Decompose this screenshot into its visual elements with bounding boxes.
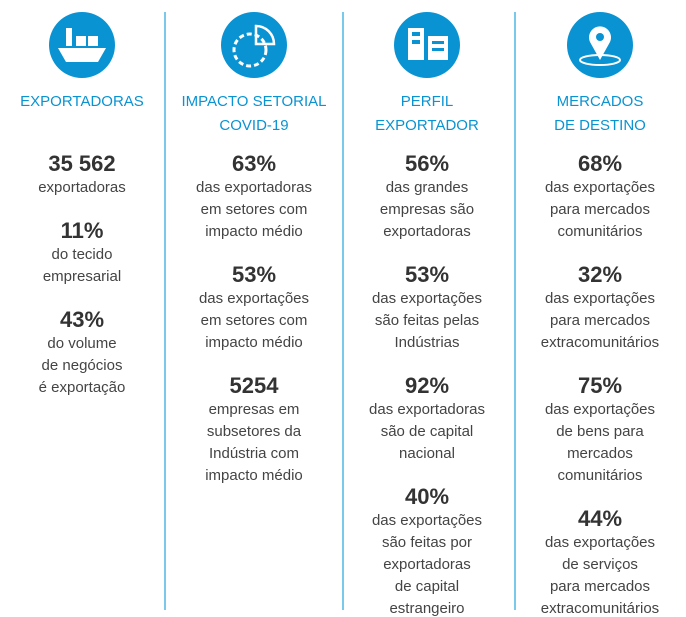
stat-description: para mercados xyxy=(550,201,650,218)
stat-description: das exportações xyxy=(199,290,309,307)
column-title: COVID-19 xyxy=(219,117,288,134)
stat-description: extracomunitários xyxy=(541,600,659,617)
stat-description: em setores com xyxy=(201,201,308,218)
stat-description: extracomunitários xyxy=(541,334,659,351)
stat-description: empresas em xyxy=(209,401,300,418)
stat-description: do volume xyxy=(47,335,116,352)
stat-description: das exportações xyxy=(545,179,655,196)
stat-value: 35 562 xyxy=(48,151,115,176)
column-title: EXPORTADOR xyxy=(375,117,479,134)
stat-description: empresas são xyxy=(380,201,474,218)
stat-description: de capital xyxy=(395,578,459,595)
column-title: DE DESTINO xyxy=(554,117,646,134)
stat-value: 53% xyxy=(232,262,276,287)
column-title: EXPORTADORAS xyxy=(20,93,144,110)
column-title: PERFIL xyxy=(401,93,454,110)
stat-description: das exportações xyxy=(372,512,482,529)
stat-description: comunitários xyxy=(557,223,642,240)
stat-description: das exportações xyxy=(372,290,482,307)
stat-description: das grandes xyxy=(386,179,469,196)
stat-value: 5254 xyxy=(230,373,280,398)
column-title: MERCADOS xyxy=(557,93,644,110)
stat-description: exportadoras xyxy=(383,223,471,240)
stat-description: exportadoras xyxy=(38,179,126,196)
stat-description: de negócios xyxy=(42,357,123,374)
stat-description: das exportações xyxy=(545,401,655,418)
stat-description: Indústria com xyxy=(209,445,299,462)
stat-value: 53% xyxy=(405,262,449,287)
stat-description: empresarial xyxy=(43,268,121,285)
icon-ship xyxy=(49,12,115,78)
stat-description: nacional xyxy=(399,445,455,462)
stat-description: para mercados xyxy=(550,312,650,329)
stat-description: impacto médio xyxy=(205,334,303,351)
stat-description: do tecido xyxy=(52,246,113,263)
stat-value: 44% xyxy=(578,506,622,531)
icon-gear-chart xyxy=(221,12,287,78)
stat-value: 32% xyxy=(578,262,622,287)
stat-value: 56% xyxy=(405,151,449,176)
stat-description: comunitários xyxy=(557,467,642,484)
stat-description: de serviços xyxy=(562,556,638,573)
stat-description: para mercados xyxy=(550,578,650,595)
stat-description: são feitas por xyxy=(382,534,472,551)
stat-description: das exportações xyxy=(545,534,655,551)
column-title: IMPACTO SETORIAL xyxy=(181,93,326,110)
stat-description: de bens para xyxy=(556,423,644,440)
stat-description: são de capital xyxy=(381,423,474,440)
icon-buildings xyxy=(394,12,460,78)
stat-value: 63% xyxy=(232,151,276,176)
stat-description: impacto médio xyxy=(205,223,303,240)
stat-description: estrangeiro xyxy=(389,600,464,617)
stat-value: 92% xyxy=(405,373,449,398)
stat-description: mercados xyxy=(567,445,633,462)
stat-description: das exportadoras xyxy=(369,401,485,418)
stat-value: 43% xyxy=(60,307,104,332)
icon-location xyxy=(567,12,633,78)
stat-description: das exportações xyxy=(545,290,655,307)
stat-description: Indústrias xyxy=(394,334,459,351)
stat-description: em setores com xyxy=(201,312,308,329)
stat-description: são feitas pelas xyxy=(375,312,479,329)
stat-description: impacto médio xyxy=(205,467,303,484)
stat-value: 40% xyxy=(405,484,449,509)
stat-value: 75% xyxy=(578,373,622,398)
stat-description: exportadoras xyxy=(383,556,471,573)
stat-value: 11% xyxy=(61,218,104,243)
stat-value: 68% xyxy=(578,151,622,176)
stat-description: das exportadoras xyxy=(196,179,312,196)
stat-description: é exportação xyxy=(39,379,126,396)
stat-description: subsetores da xyxy=(207,423,302,440)
